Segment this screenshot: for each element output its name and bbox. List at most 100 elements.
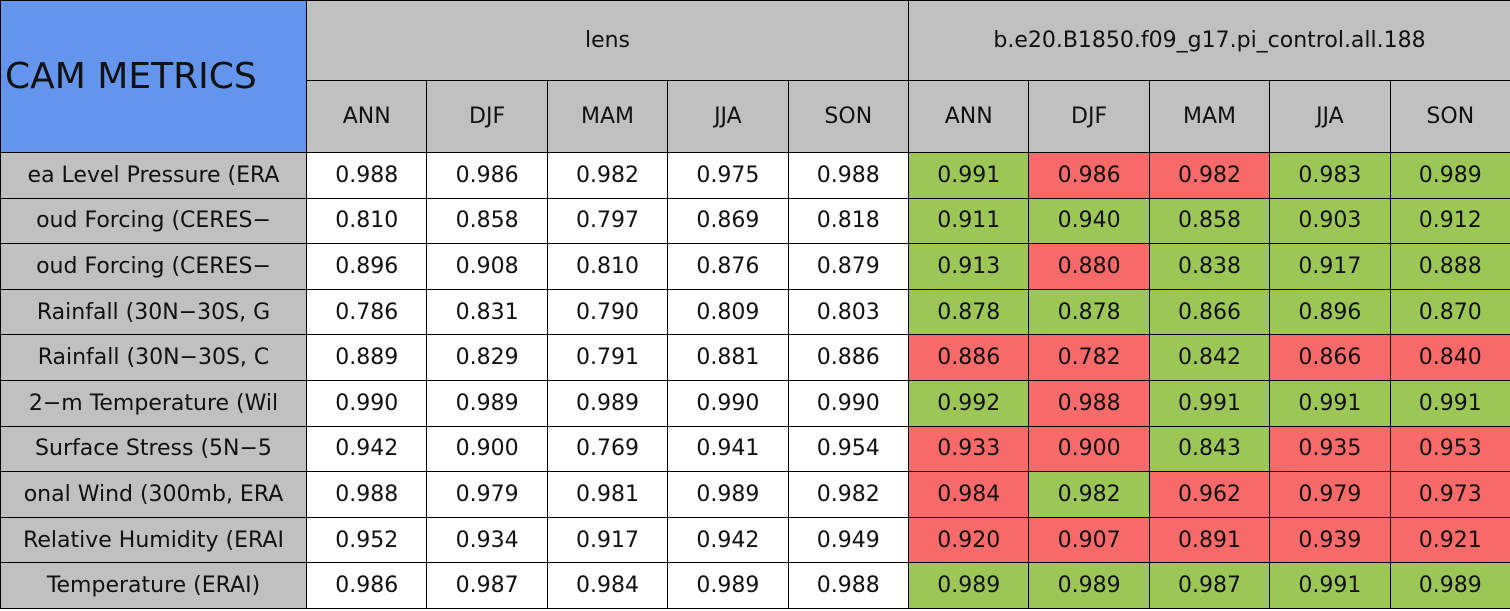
value-cell: 0.989 xyxy=(1389,562,1510,609)
value-cell: 0.907 xyxy=(1028,516,1150,564)
value-cell: 0.979 xyxy=(426,471,548,518)
value-cell: 0.962 xyxy=(1148,471,1271,518)
value-cell: 0.790 xyxy=(546,288,669,336)
row-label: Relative Humidity (ERAI xyxy=(0,516,307,564)
value-cell: 0.878 xyxy=(1028,288,1150,336)
value-cell: 0.881 xyxy=(667,334,789,381)
value-cell: 0.903 xyxy=(1269,197,1391,245)
column-header: DJF xyxy=(426,80,548,153)
value-cell: 0.858 xyxy=(1148,197,1271,245)
column-header: DJF xyxy=(1028,80,1150,153)
value-cell: 0.991 xyxy=(908,152,1030,199)
column-header: SON xyxy=(787,80,909,153)
value-cell: 0.986 xyxy=(426,152,548,199)
value-cell: 0.935 xyxy=(1269,425,1391,473)
value-cell: 0.984 xyxy=(908,471,1030,518)
value-cell: 0.986 xyxy=(306,562,428,609)
value-cell: 0.988 xyxy=(1028,380,1150,427)
column-header: JJA xyxy=(667,80,789,153)
value-cell: 0.913 xyxy=(908,243,1030,290)
value-cell: 0.982 xyxy=(546,152,669,199)
value-cell: 0.992 xyxy=(908,380,1030,427)
value-cell: 0.983 xyxy=(1269,152,1391,199)
value-cell: 0.900 xyxy=(1028,425,1150,473)
value-cell: 0.840 xyxy=(1389,334,1510,381)
value-cell: 0.810 xyxy=(546,243,669,290)
value-cell: 0.866 xyxy=(1148,288,1271,336)
value-cell: 0.991 xyxy=(1269,562,1391,609)
value-cell: 0.791 xyxy=(546,334,669,381)
value-cell: 0.940 xyxy=(1028,197,1150,245)
group-header: lens xyxy=(306,0,909,81)
value-cell: 0.942 xyxy=(306,425,428,473)
value-cell: 0.818 xyxy=(787,197,909,245)
value-cell: 0.989 xyxy=(546,380,669,427)
column-header: JJA xyxy=(1269,80,1391,153)
value-cell: 0.982 xyxy=(1028,471,1150,518)
value-cell: 0.984 xyxy=(546,562,669,609)
value-cell: 0.934 xyxy=(426,516,548,564)
value-cell: 0.886 xyxy=(908,334,1030,381)
value-cell: 0.888 xyxy=(1389,243,1510,290)
value-cell: 0.917 xyxy=(546,516,669,564)
value-cell: 0.989 xyxy=(667,562,789,609)
corner-header: CAM METRICS xyxy=(0,0,307,153)
value-cell: 0.843 xyxy=(1148,425,1271,473)
row-label: Temperature (ERAI) xyxy=(0,562,307,609)
value-cell: 0.912 xyxy=(1389,197,1510,245)
value-cell: 0.786 xyxy=(306,288,428,336)
value-cell: 0.941 xyxy=(667,425,789,473)
row-label: Rainfall (30N−30S, G xyxy=(0,288,307,336)
column-header: MAM xyxy=(1148,80,1271,153)
value-cell: 0.990 xyxy=(306,380,428,427)
value-cell: 0.769 xyxy=(546,425,669,473)
group-header: b.e20.B1850.f09_g17.pi_control.all.188 xyxy=(908,0,1510,81)
value-cell: 0.782 xyxy=(1028,334,1150,381)
value-cell: 0.908 xyxy=(426,243,548,290)
value-cell: 0.939 xyxy=(1269,516,1391,564)
value-cell: 0.989 xyxy=(426,380,548,427)
value-cell: 0.988 xyxy=(306,152,428,199)
row-label: 2−m Temperature (Wil xyxy=(0,380,307,427)
value-cell: 0.891 xyxy=(1148,516,1271,564)
value-cell: 0.973 xyxy=(1389,471,1510,518)
column-header: MAM xyxy=(546,80,669,153)
value-cell: 0.987 xyxy=(426,562,548,609)
value-cell: 0.990 xyxy=(667,380,789,427)
value-cell: 0.920 xyxy=(908,516,1030,564)
column-header: SON xyxy=(1389,80,1510,153)
value-cell: 0.991 xyxy=(1148,380,1271,427)
value-cell: 0.889 xyxy=(306,334,428,381)
value-cell: 0.952 xyxy=(306,516,428,564)
value-cell: 0.987 xyxy=(1148,562,1271,609)
value-cell: 0.880 xyxy=(1028,243,1150,290)
value-cell: 0.990 xyxy=(787,380,909,427)
value-cell: 0.989 xyxy=(908,562,1030,609)
row-label: Rainfall (30N−30S, C xyxy=(0,334,307,381)
value-cell: 0.911 xyxy=(908,197,1030,245)
value-cell: 0.896 xyxy=(306,243,428,290)
value-cell: 0.989 xyxy=(1389,152,1510,199)
value-cell: 0.982 xyxy=(787,471,909,518)
value-cell: 0.831 xyxy=(426,288,548,336)
value-cell: 0.858 xyxy=(426,197,548,245)
value-cell: 0.989 xyxy=(1028,562,1150,609)
value-cell: 0.921 xyxy=(1389,516,1510,564)
value-cell: 0.982 xyxy=(1148,152,1271,199)
value-cell: 0.797 xyxy=(546,197,669,245)
value-cell: 0.900 xyxy=(426,425,548,473)
value-cell: 0.886 xyxy=(787,334,909,381)
value-cell: 0.954 xyxy=(787,425,909,473)
value-cell: 0.829 xyxy=(426,334,548,381)
value-cell: 0.979 xyxy=(1269,471,1391,518)
value-cell: 0.838 xyxy=(1148,243,1271,290)
value-cell: 0.810 xyxy=(306,197,428,245)
column-header: ANN xyxy=(908,80,1030,153)
value-cell: 0.942 xyxy=(667,516,789,564)
value-cell: 0.991 xyxy=(1389,380,1510,427)
value-cell: 0.809 xyxy=(667,288,789,336)
row-label: oud Forcing (CERES− xyxy=(0,197,307,245)
value-cell: 0.878 xyxy=(908,288,1030,336)
value-cell: 0.933 xyxy=(908,425,1030,473)
value-cell: 0.842 xyxy=(1148,334,1271,381)
